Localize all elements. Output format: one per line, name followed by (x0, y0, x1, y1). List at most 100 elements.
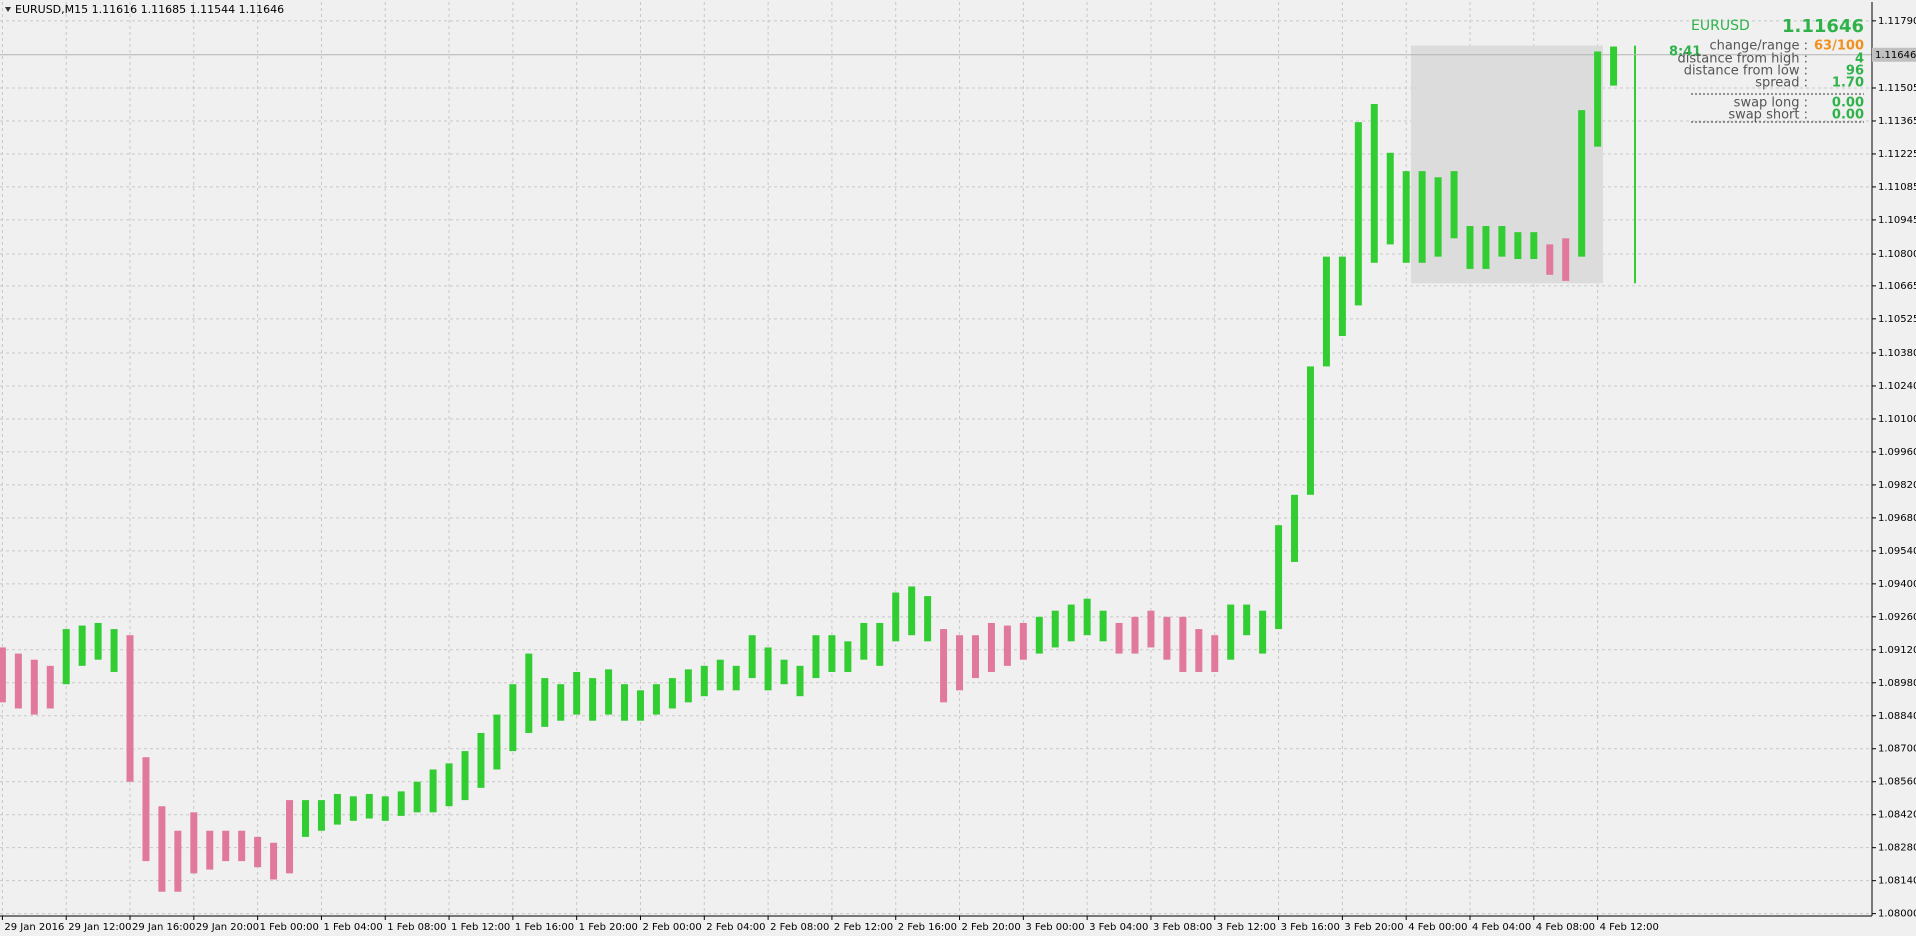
price-bar (1019, 622, 1027, 660)
y-tick-label: 1.09400 (1878, 579, 1916, 590)
y-tick-label: 1.09960 (1878, 447, 1916, 458)
price-bar (1163, 616, 1171, 660)
x-tick-label: 29 Jan 12:00 (68, 922, 131, 933)
panel-value: 0.00 (1832, 96, 1864, 111)
price-bar (860, 622, 868, 660)
price-bar (461, 751, 469, 801)
price-bar (142, 757, 150, 862)
y-tick-label: 1.10665 (1878, 281, 1916, 292)
y-tick-label: 1.11085 (1878, 182, 1916, 193)
price-bar (1259, 610, 1267, 654)
price-bar (317, 800, 325, 831)
price-bar (1003, 625, 1011, 666)
y-tick-label: 1.08000 (1878, 909, 1916, 920)
x-tick-label: 3 Feb 00:00 (1025, 922, 1084, 933)
last-price-label: 1.11646 (1875, 50, 1916, 61)
panel-value: 1.70 (1832, 76, 1864, 91)
x-tick-label: 2 Feb 12:00 (834, 922, 893, 933)
price-bar (1147, 610, 1155, 648)
panel-label: swap short : (1728, 108, 1808, 123)
price-bar (892, 592, 900, 642)
y-tick-label: 1.08560 (1878, 777, 1916, 788)
x-tick-label: 4 Feb 08:00 (1536, 922, 1595, 933)
panel-symbol: EURUSD (1691, 18, 1750, 34)
price-bar (1546, 244, 1554, 275)
y-tick-label: 1.08420 (1878, 810, 1916, 821)
y-tick-label: 1.08700 (1878, 744, 1916, 755)
price-bar (254, 836, 262, 868)
price-bar (1067, 604, 1075, 642)
price-bar (1195, 629, 1203, 672)
price-bar (1578, 110, 1586, 257)
x-tick-label: 4 Feb 04:00 (1472, 922, 1531, 933)
price-bar (924, 596, 932, 642)
chart-title: EURUSD,M15 1.11616 1.11685 1.11544 1.116… (15, 3, 284, 16)
x-tick-label: 1 Feb 04:00 (323, 922, 382, 933)
price-bar (1434, 177, 1442, 257)
price-bar (477, 732, 485, 788)
price-bar (270, 842, 278, 880)
x-tick-label: 29 Jan 2016 (4, 922, 64, 933)
y-tick-label: 1.08840 (1878, 711, 1916, 722)
price-bar (349, 796, 357, 821)
price-bar (1322, 256, 1330, 367)
price-bar (397, 791, 405, 816)
x-tick-label: 1 Feb 12:00 (451, 922, 510, 933)
price-bar (748, 635, 756, 679)
price-bar (1083, 598, 1091, 636)
price-bar (1530, 232, 1538, 260)
x-tick-label: 3 Feb 08:00 (1153, 922, 1212, 933)
y-tick-label: 1.10525 (1878, 314, 1916, 325)
y-tick-label: 1.09120 (1878, 645, 1916, 656)
price-bar (429, 769, 437, 813)
price-bar (365, 793, 373, 819)
price-bar (78, 625, 86, 666)
price-bar (158, 806, 166, 892)
x-tick-label: 3 Feb 20:00 (1344, 922, 1403, 933)
price-bar (844, 641, 852, 672)
price-bar (652, 684, 660, 715)
price-bar (971, 635, 979, 679)
y-tick-label: 1.08140 (1878, 876, 1916, 887)
panel-value: 4 (1855, 52, 1864, 67)
x-tick-label: 3 Feb 12:00 (1217, 922, 1276, 933)
price-bar (94, 622, 102, 660)
price-bar (381, 796, 389, 821)
price-bar (238, 830, 246, 862)
y-tick-label: 1.10800 (1878, 249, 1916, 260)
price-bar (301, 800, 309, 837)
x-tick-label: 1 Feb 00:00 (260, 922, 319, 933)
panel-label: distance from low : (1684, 64, 1808, 79)
x-tick-label: 2 Feb 04:00 (706, 922, 765, 933)
grid (0, 2, 1872, 916)
price-bar (1035, 616, 1043, 654)
price-bar (1514, 232, 1522, 260)
x-tick-label: 3 Feb 16:00 (1281, 922, 1340, 933)
price-bar (541, 678, 549, 727)
price-bar (1051, 610, 1059, 648)
price-bar (126, 635, 134, 782)
price-bar (716, 659, 724, 691)
x-tick-label: 4 Feb 12:00 (1600, 922, 1659, 933)
price-bar (222, 830, 230, 862)
x-tick-label: 2 Feb 20:00 (962, 922, 1021, 933)
price-bar (14, 653, 22, 709)
price-bar (509, 684, 517, 752)
menu-triangle[interactable] (5, 7, 11, 12)
price-bar (764, 647, 772, 691)
y-tick-label: 1.11365 (1878, 116, 1916, 127)
price-bar (62, 629, 70, 685)
price-bar (1115, 622, 1123, 654)
price-bar (1131, 616, 1139, 654)
price-bar (876, 622, 884, 666)
x-tick-label: 1 Feb 08:00 (387, 922, 446, 933)
price-bar (46, 665, 54, 709)
price-bar (1594, 51, 1602, 147)
price-bar (589, 678, 597, 721)
price-bar (780, 659, 788, 685)
y-tick-label: 1.09540 (1878, 546, 1916, 557)
price-bar (700, 665, 708, 697)
day-range-box (1411, 45, 1603, 284)
price-bar (908, 586, 916, 636)
price-bar (1354, 122, 1362, 306)
